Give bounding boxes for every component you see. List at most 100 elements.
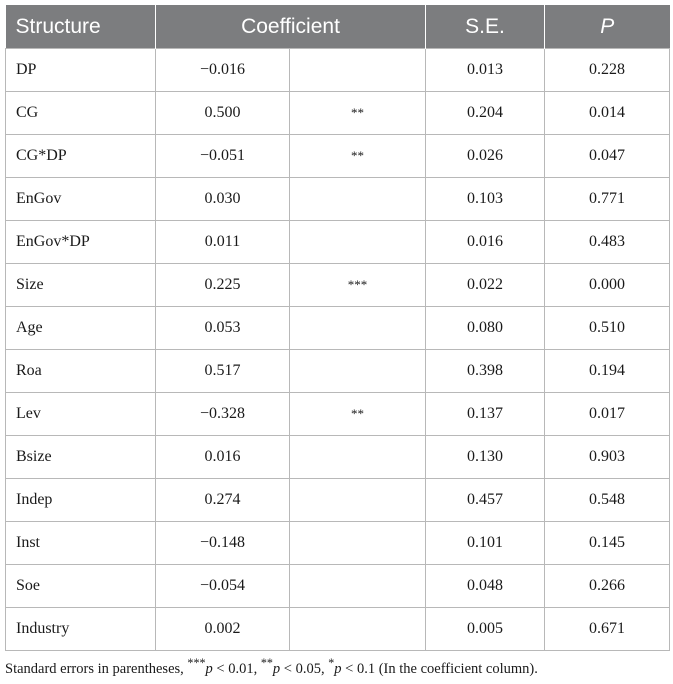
p-value: 0.510 [544, 306, 670, 350]
variable-name: Size [5, 263, 156, 307]
significance-stars [289, 607, 426, 651]
footnote-stars-1: *** [187, 656, 206, 670]
variable-name: Age [5, 306, 156, 350]
significance-stars [289, 521, 426, 565]
significance-stars: ** [289, 392, 426, 436]
variable-name: Lev [5, 392, 156, 436]
table-row: Industry 0.002 0.005 0.671 [5, 607, 670, 651]
p-value: 0.014 [544, 91, 670, 135]
coefficient-value: 0.053 [155, 306, 290, 350]
se-value: 0.026 [425, 134, 545, 178]
se-value: 0.022 [425, 263, 545, 307]
footnote-cond-2: < 0.05, [280, 660, 329, 677]
coefficient-value: −0.016 [155, 48, 290, 92]
significance-stars [289, 48, 426, 92]
se-value: 0.398 [425, 349, 545, 393]
variable-name: EnGov [5, 177, 156, 221]
se-value: 0.016 [425, 220, 545, 264]
table-row: Size 0.225 *** 0.022 0.000 [5, 263, 670, 307]
footnote-var-2: p [272, 660, 281, 677]
coefficient-value: −0.148 [155, 521, 290, 565]
regression-table: Structure Coefficient S.E. P DP −0.016 0… [5, 5, 670, 651]
p-value: 0.671 [544, 607, 670, 651]
coefficient-value: 0.016 [155, 435, 290, 479]
significance-stars: *** [289, 263, 426, 307]
p-value: 0.194 [544, 349, 670, 393]
coefficient-value: 0.500 [155, 91, 290, 135]
se-value: 0.103 [425, 177, 545, 221]
significance-stars: ** [289, 91, 426, 135]
variable-name: Bsize [5, 435, 156, 479]
p-value: 0.145 [544, 521, 670, 565]
table-row: Indep 0.274 0.457 0.548 [5, 478, 670, 522]
significance-stars [289, 177, 426, 221]
variable-name: Soe [5, 564, 156, 608]
table-row: EnGov 0.030 0.103 0.771 [5, 177, 670, 221]
header-se: S.E. [425, 5, 545, 49]
footnote-var-3: p [334, 660, 342, 677]
table-row: Lev −0.328 ** 0.137 0.017 [5, 392, 670, 436]
p-value: 0.266 [544, 564, 670, 608]
footnote-cond-1: < 0.01, [212, 660, 261, 677]
significance-stars [289, 564, 426, 608]
table-row: EnGov*DP 0.011 0.016 0.483 [5, 220, 670, 264]
se-value: 0.013 [425, 48, 545, 92]
variable-name: CG*DP [5, 134, 156, 178]
coefficient-value: 0.225 [155, 263, 290, 307]
table-header-row: Structure Coefficient S.E. P [5, 5, 670, 49]
footnote-stars-2: ** [260, 656, 273, 670]
coefficient-value: −0.054 [155, 564, 290, 608]
header-p: P [544, 5, 670, 49]
header-coefficient: Coefficient [155, 5, 426, 49]
table-footnote: Standard errors in parentheses, ***p < 0… [5, 656, 538, 678]
se-value: 0.130 [425, 435, 545, 479]
table-body: DP −0.016 0.013 0.228 CG 0.500 ** 0.204 … [5, 48, 670, 651]
se-value: 0.137 [425, 392, 545, 436]
table-row: Bsize 0.016 0.130 0.903 [5, 435, 670, 479]
table-row: CG 0.500 ** 0.204 0.014 [5, 91, 670, 135]
header-structure: Structure [5, 5, 156, 49]
se-value: 0.457 [425, 478, 545, 522]
significance-stars [289, 349, 426, 393]
significance-stars [289, 435, 426, 479]
footnote-stars-3: * [328, 656, 335, 670]
se-value: 0.101 [425, 521, 545, 565]
coefficient-value: 0.274 [155, 478, 290, 522]
p-value: 0.548 [544, 478, 670, 522]
variable-name: CG [5, 91, 156, 135]
table-row: Inst −0.148 0.101 0.145 [5, 521, 670, 565]
footnote-prefix: Standard errors in parentheses, [5, 660, 188, 677]
significance-stars: ** [289, 134, 426, 178]
significance-stars [289, 220, 426, 264]
p-value: 0.017 [544, 392, 670, 436]
variable-name: EnGov*DP [5, 220, 156, 264]
coefficient-value: 0.517 [155, 349, 290, 393]
se-value: 0.080 [425, 306, 545, 350]
se-value: 0.048 [425, 564, 545, 608]
variable-name: Indep [5, 478, 156, 522]
coefficient-value: −0.051 [155, 134, 290, 178]
variable-name: Industry [5, 607, 156, 651]
footnote-cond-3: < 0.1 (In the coefficient column). [341, 660, 538, 677]
coefficient-value: 0.030 [155, 177, 290, 221]
se-value: 0.204 [425, 91, 545, 135]
table-row: Roa 0.517 0.398 0.194 [5, 349, 670, 393]
table-row: Soe −0.054 0.048 0.266 [5, 564, 670, 608]
p-value: 0.000 [544, 263, 670, 307]
coefficient-value: −0.328 [155, 392, 290, 436]
p-value: 0.771 [544, 177, 670, 221]
significance-stars [289, 478, 426, 522]
se-value: 0.005 [425, 607, 545, 651]
table-row: Age 0.053 0.080 0.510 [5, 306, 670, 350]
p-value: 0.047 [544, 134, 670, 178]
p-value: 0.903 [544, 435, 670, 479]
variable-name: DP [5, 48, 156, 92]
variable-name: Roa [5, 349, 156, 393]
table-row: DP −0.016 0.013 0.228 [5, 48, 670, 92]
coefficient-value: 0.011 [155, 220, 290, 264]
variable-name: Inst [5, 521, 156, 565]
p-value: 0.483 [544, 220, 670, 264]
significance-stars [289, 306, 426, 350]
footnote-var-1: p [205, 660, 213, 677]
p-value: 0.228 [544, 48, 670, 92]
